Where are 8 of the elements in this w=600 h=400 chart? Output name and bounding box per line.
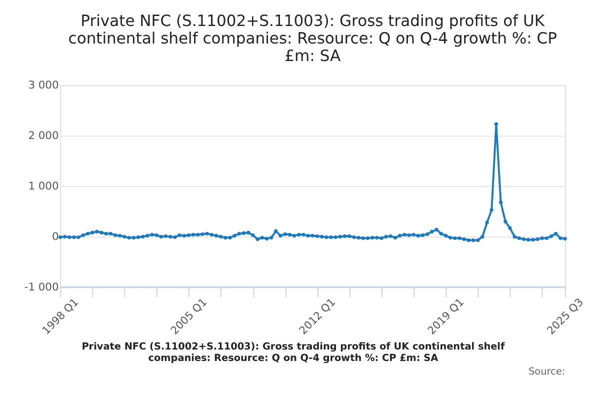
source-note: Source: xyxy=(528,366,566,378)
y-tick-label: 3 000 xyxy=(28,78,59,92)
text: Private NFC (S.11002+S.11003): Gross trading profits of UK continental shelf companies: Resource: Q on Q-4 growth %: CP £m: SA xyxy=(82,341,506,364)
y-tick-label: 0 xyxy=(52,230,59,244)
chart-title: Private NFC (S.11002+S.11003): Gross trading profits of UK continental shelf companies: Resource: Q on Q-4 growth %: CP £m: SA xyxy=(68,12,557,65)
y-tick-label: -1 000 xyxy=(24,280,59,294)
y-tick-label: 2 000 xyxy=(28,129,59,142)
y-tick-label: 1 000 xyxy=(28,180,59,193)
